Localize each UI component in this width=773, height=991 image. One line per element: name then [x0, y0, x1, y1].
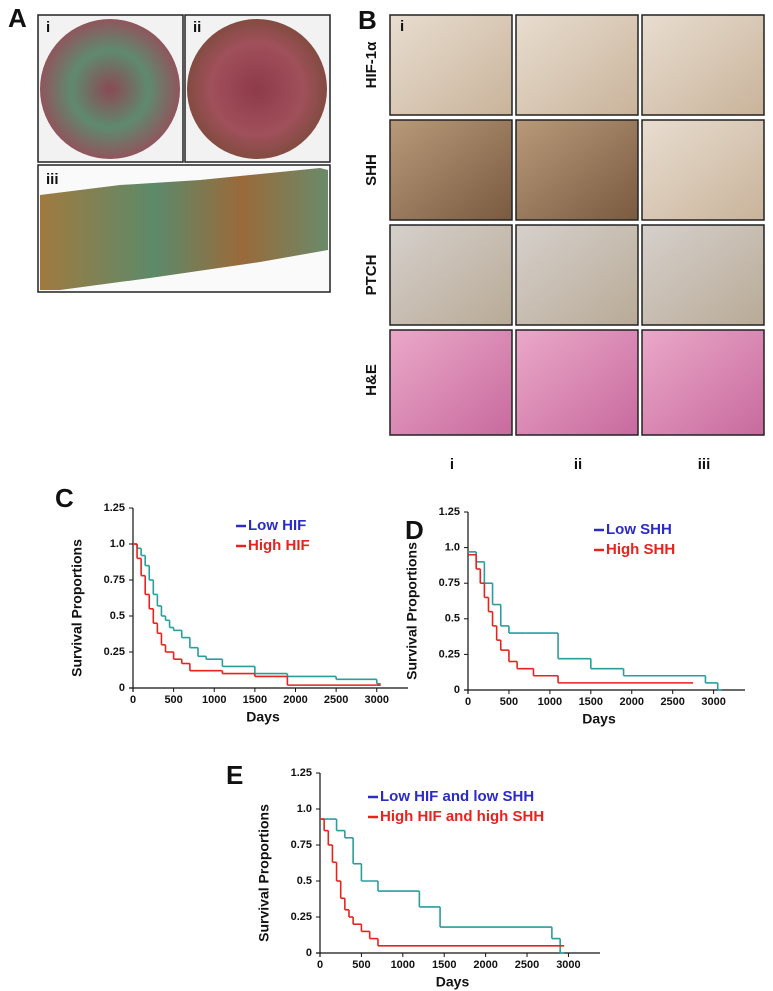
y-tick-label: 0.25 — [291, 911, 312, 923]
cell-label: i — [400, 18, 404, 35]
micrograph — [641, 224, 765, 326]
row-label: HIF-1α — [363, 41, 380, 89]
y-tick-label: 0.5 — [297, 875, 312, 887]
x-tick-label: 2500 — [660, 696, 684, 708]
legend-label: Low SHH — [606, 521, 672, 538]
x-tick-label: 1500 — [243, 694, 267, 706]
y-tick-label: 0 — [306, 947, 312, 959]
y-tick-label: 0.25 — [104, 646, 125, 658]
micrograph — [515, 119, 639, 221]
x-axis-label: Days — [246, 709, 280, 725]
x-tick-label: 500 — [500, 696, 518, 708]
column-label: i — [450, 456, 454, 473]
legend-label: High HIF and high SHH — [380, 808, 544, 825]
y-tick-label: 0.5 — [110, 610, 125, 622]
x-tick-label: 500 — [164, 694, 182, 706]
x-tick-label: 2500 — [324, 694, 348, 706]
x-tick-label: 500 — [352, 959, 370, 971]
micrograph — [515, 14, 639, 116]
x-tick-label: 3000 — [556, 959, 580, 971]
tissue-section — [40, 168, 328, 290]
row-label: H&E — [363, 364, 380, 396]
x-tick-label: 0 — [130, 694, 136, 706]
row-label: SHH — [363, 154, 380, 186]
column-label: ii — [574, 456, 582, 473]
image-label: ii — [193, 19, 201, 36]
tissue-core — [40, 19, 180, 159]
micrograph — [641, 119, 765, 221]
y-axis-label: Survival Proportions — [404, 542, 420, 680]
x-tick-label: 1000 — [202, 694, 226, 706]
micrograph — [641, 14, 765, 116]
legend-label: Low HIF — [248, 517, 306, 534]
legend-label: High HIF — [248, 537, 310, 554]
row-label: PTCH — [363, 255, 380, 296]
legend-label: Low HIF and low SHH — [380, 788, 534, 805]
micrograph — [641, 329, 765, 436]
y-tick-label: 1.0 — [110, 538, 125, 550]
micrograph — [515, 329, 639, 436]
x-tick-label: 0 — [317, 959, 323, 971]
y-tick-label: 0 — [454, 684, 460, 696]
panel-letter: A — [8, 3, 27, 33]
y-tick-label: 1.25 — [439, 506, 460, 518]
x-tick-label: 1500 — [432, 959, 456, 971]
y-tick-label: 0.25 — [439, 648, 460, 660]
x-tick-label: 2000 — [473, 959, 497, 971]
y-tick-label: 1.25 — [104, 502, 125, 514]
y-tick-label: 0.5 — [445, 613, 460, 625]
image-label: iii — [46, 171, 59, 188]
x-tick-label: 3000 — [365, 694, 389, 706]
y-tick-label: 0.75 — [439, 577, 460, 589]
x-tick-label: 1500 — [579, 696, 603, 708]
panel-letter: D — [405, 515, 424, 545]
x-tick-label: 3000 — [701, 696, 725, 708]
x-axis-label: Days — [436, 974, 470, 990]
y-tick-label: 1.25 — [291, 767, 312, 779]
panel-letter: C — [55, 483, 74, 513]
x-tick-label: 0 — [465, 696, 471, 708]
tissue-core — [187, 19, 327, 159]
y-tick-label: 0.75 — [291, 839, 312, 851]
y-axis-label: Survival Proportions — [256, 804, 272, 942]
column-label: iii — [698, 456, 711, 473]
y-tick-label: 1.0 — [297, 803, 312, 815]
micrograph — [389, 119, 513, 221]
micrograph — [389, 329, 513, 436]
x-tick-label: 2000 — [283, 694, 307, 706]
x-tick-label: 1000 — [391, 959, 415, 971]
y-tick-label: 1.0 — [445, 542, 460, 554]
micrograph — [389, 224, 513, 326]
x-axis-label: Days — [582, 711, 616, 727]
image-label: i — [46, 19, 50, 36]
panel-a: A i ii iii — [8, 3, 331, 293]
x-tick-label: 1000 — [538, 696, 562, 708]
micrograph — [515, 224, 639, 326]
x-tick-label: 2000 — [620, 696, 644, 708]
panel-letter: E — [226, 760, 243, 790]
y-tick-label: 0.75 — [104, 574, 125, 586]
legend-label: High SHH — [606, 541, 675, 558]
x-tick-label: 2500 — [515, 959, 539, 971]
micrograph — [389, 14, 513, 116]
panel-letter: B — [358, 5, 377, 35]
y-axis-label: Survival Proportions — [69, 539, 85, 677]
y-tick-label: 0 — [119, 682, 125, 694]
